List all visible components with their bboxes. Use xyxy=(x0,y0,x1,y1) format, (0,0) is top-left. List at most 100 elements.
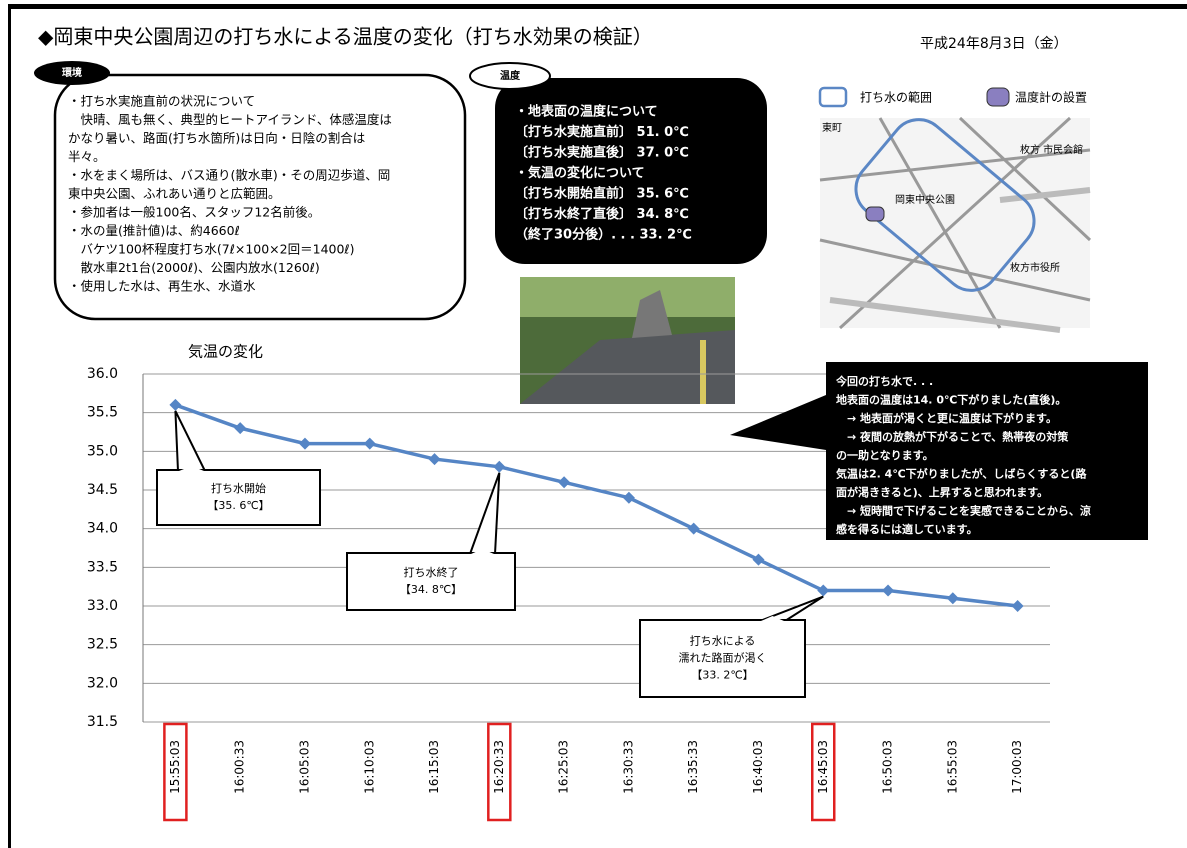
y-tick-label: 36.0 xyxy=(87,366,118,382)
point xyxy=(234,422,247,435)
y-tick-label: 34.0 xyxy=(87,521,118,537)
x-tick-label: 17:00:03 xyxy=(1010,740,1024,794)
y-tick-label: 35.0 xyxy=(87,443,118,459)
map-legend: 温度計の設置 xyxy=(1015,90,1087,105)
text-line: ・水をまく場所は、バス通り(散水車)・その周辺歩道、岡 xyxy=(68,168,390,183)
y-tick-label: 33.5 xyxy=(87,559,118,575)
text-line: ・使用した水は、再生水、水道水 xyxy=(68,279,256,294)
point xyxy=(493,460,506,473)
x-tick-label: 16:25:03 xyxy=(557,740,571,794)
y-tick-label: 34.5 xyxy=(87,482,118,498)
summary-box xyxy=(826,362,1148,540)
text-line: 東中央公園、ふれあい通りと広範囲。 xyxy=(68,186,281,201)
x-tick-label: 16:55:03 xyxy=(945,740,959,794)
callout-join xyxy=(471,549,494,554)
highlight-box xyxy=(811,722,836,822)
text-line: ・打ち水実施直前の状況について xyxy=(68,94,255,109)
y-tick-label: 32.5 xyxy=(87,637,118,653)
point xyxy=(363,437,376,450)
temp-tag xyxy=(469,62,551,90)
text-line: 感を得るには適しています。 xyxy=(836,522,978,536)
callout-join xyxy=(761,616,784,621)
callout-text: 濡れた路面が渇く xyxy=(679,651,767,665)
text-line: 気温は2. 4℃下がりましたが、しばらくすると(路 xyxy=(836,467,1087,481)
point xyxy=(298,437,311,450)
x-tick-label: 16:45:03 xyxy=(816,740,830,794)
date: 平成24年8月3日（金） xyxy=(920,36,1068,52)
text-line: 〔打ち水実施直後〕 37. 0℃ xyxy=(515,145,689,161)
highlight-box xyxy=(487,722,512,822)
point xyxy=(622,491,635,504)
text-line: （終了30分後）. . . 33. 2℃ xyxy=(515,227,692,243)
callout-text: 打ち水終了 xyxy=(404,565,459,579)
x-tick-label: 16:00:33 xyxy=(233,740,247,794)
left-rule xyxy=(8,4,11,848)
y-tick-label: 31.5 xyxy=(87,714,118,730)
x-tick-label: 16:15:03 xyxy=(427,740,441,794)
y-tick-label: 33.0 xyxy=(87,598,118,614)
point xyxy=(817,584,830,597)
chart-title: 気温の変化 xyxy=(188,343,263,361)
point xyxy=(1011,600,1024,612)
title: ◆岡東中央公園周辺の打ち水による温度の変化（打ち水効果の検証） xyxy=(38,25,653,49)
text-line: ・水の量(推計値)は、約4660ℓ xyxy=(68,223,240,238)
text-line: 〔打ち水終了直後〕 34. 8℃ xyxy=(515,206,689,222)
text-line: 今回の打ち水で. . . xyxy=(835,374,933,388)
photo xyxy=(520,277,735,404)
map-label: 枚方 市民会館 xyxy=(1020,143,1083,156)
callout-text: 打ち水による xyxy=(690,634,756,648)
callout-box xyxy=(346,552,516,611)
x-tick-label: 16:10:03 xyxy=(362,740,376,794)
text-line: ・地表面の温度について xyxy=(515,104,658,120)
callout-text: 【35. 6℃】 xyxy=(207,499,269,512)
callout-join xyxy=(179,466,204,471)
text-line: バケツ100杯程度打ち水(7ℓ×100×2回＝1400ℓ) xyxy=(68,242,354,257)
env-box xyxy=(53,73,467,321)
series-line xyxy=(174,403,1018,608)
x-tick-label: 15:55:03 xyxy=(168,740,182,794)
point xyxy=(946,592,959,605)
env-tag xyxy=(34,61,110,85)
callout-box xyxy=(639,619,806,698)
text-line: 半々。 xyxy=(68,149,106,164)
text-line: 〔打ち水開始直前〕 35. 6℃ xyxy=(515,186,689,202)
highlight-box xyxy=(163,722,188,822)
text-line: かなり暑い、路面(打ち水箇所)は日向・日陰の割合は xyxy=(68,131,365,146)
x-tick-label: 16:40:03 xyxy=(751,740,765,794)
top-rule xyxy=(8,4,1187,9)
x-tick-label: 16:30:33 xyxy=(621,740,635,794)
x-tick-label: 16:35:33 xyxy=(686,740,700,794)
text-line: 地表面の温度は14. 0℃下がりました(直後)。 xyxy=(836,393,1066,407)
map-legend: 打ち水の範囲 xyxy=(860,90,932,105)
point xyxy=(752,553,765,566)
map-label: 枚方市役所 xyxy=(1010,261,1060,274)
point xyxy=(558,476,571,489)
env-label: 環境 xyxy=(62,66,82,79)
text-line: → 短時間で下げることを実感できることから、涼 xyxy=(836,504,1091,518)
map-label: 東町 xyxy=(822,121,842,134)
text-line: 散水車2t1台(2000ℓ)、公園内放水(1260ℓ) xyxy=(68,260,320,275)
text-line: → 地表面が渇くと更に温度は下がります。 xyxy=(836,411,1057,425)
y-tick-label: 32.0 xyxy=(87,675,118,691)
text-line: の一助となります。 xyxy=(836,448,934,462)
x-tick-label: 16:05:03 xyxy=(297,740,311,794)
callout-text: 打ち水開始 xyxy=(211,481,266,495)
callout-text: 【34. 8℃】 xyxy=(400,583,462,596)
callout-box xyxy=(156,469,321,526)
text-line: 快晴、風も無く、典型的ヒートアイランド、体感温度は xyxy=(68,112,392,127)
point xyxy=(428,453,441,466)
chart: 31.5 32.0 32.5 33.0 33.5 34.0 34.5 35.0 35.5 36.0… xyxy=(87,366,1050,822)
point xyxy=(169,398,182,411)
point xyxy=(687,522,700,535)
temp-label: 温度 xyxy=(500,69,521,82)
text-line: 〔打ち水実施直前〕 51. 0℃ xyxy=(515,124,689,140)
text-line: ・参加者は一般100名、スタッフ12名前後。 xyxy=(68,205,320,220)
summary-text: 今回の打ち水で. . . 地表面の温度は14. 0℃下がりました(直後)。 → 地… xyxy=(835,374,1091,536)
summary-tail xyxy=(730,395,826,450)
callout-text: 【33. 2℃】 xyxy=(691,669,753,682)
temp-box xyxy=(495,78,767,264)
x-tick-label: 16:50:03 xyxy=(881,740,895,794)
point xyxy=(882,584,895,597)
y-tick-label: 35.5 xyxy=(87,405,118,421)
